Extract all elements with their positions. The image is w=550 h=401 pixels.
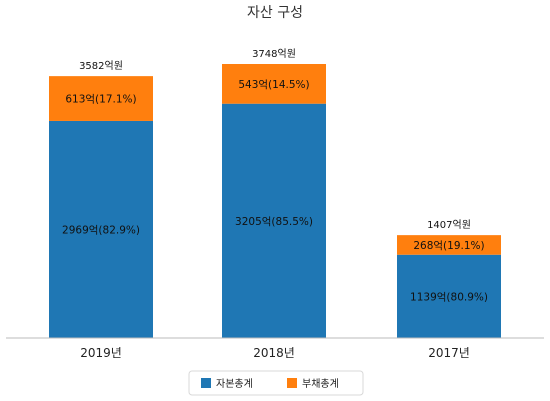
bar-liabilities-1: [222, 64, 326, 104]
legend-swatch-equity: [201, 378, 211, 388]
total-label-1: 3748억원: [252, 48, 296, 60]
x-tick-label-2: 2017년: [428, 346, 470, 360]
data-label-liabilities-1: 543억(14.5%): [238, 79, 309, 91]
legend-swatch-liabilities: [287, 378, 297, 388]
chart-title: 자산 구성: [247, 5, 303, 21]
legend-label-liabilities: 부채총계: [302, 378, 339, 390]
data-label-liabilities-0: 613억(17.1%): [65, 94, 136, 106]
plot-area: 2969억(82.9%) 613억(17.1%) 3582억원 3205억(85.5%…: [49, 48, 501, 338]
legend: 자본총계 부채총계: [188, 370, 364, 396]
legend-box: [188, 370, 364, 396]
bar-equity-0: [49, 120, 153, 338]
legend-label-equity: 자본총계: [216, 378, 253, 390]
x-tick-label-1: 2018년: [253, 346, 295, 360]
data-label-equity-1: 3205억(85.5%): [235, 216, 313, 228]
bar-liabilities-0: [49, 76, 153, 121]
x-axis-categories: 2019년 2018년 2017년: [80, 346, 470, 360]
total-label-0: 3582억원: [79, 60, 123, 72]
data-label-equity-0: 2969억(82.9%): [62, 224, 140, 236]
x-tick-label-0: 2019년: [80, 346, 122, 360]
bar-equity-2: [397, 254, 501, 338]
bar-equity-1: [222, 103, 326, 338]
bar-liabilities-2: [397, 235, 501, 255]
data-label-liabilities-2: 268억(19.1%): [413, 240, 484, 252]
total-label-2: 1407억원: [427, 219, 471, 231]
data-label-equity-2: 1139억(80.9%): [410, 291, 488, 303]
